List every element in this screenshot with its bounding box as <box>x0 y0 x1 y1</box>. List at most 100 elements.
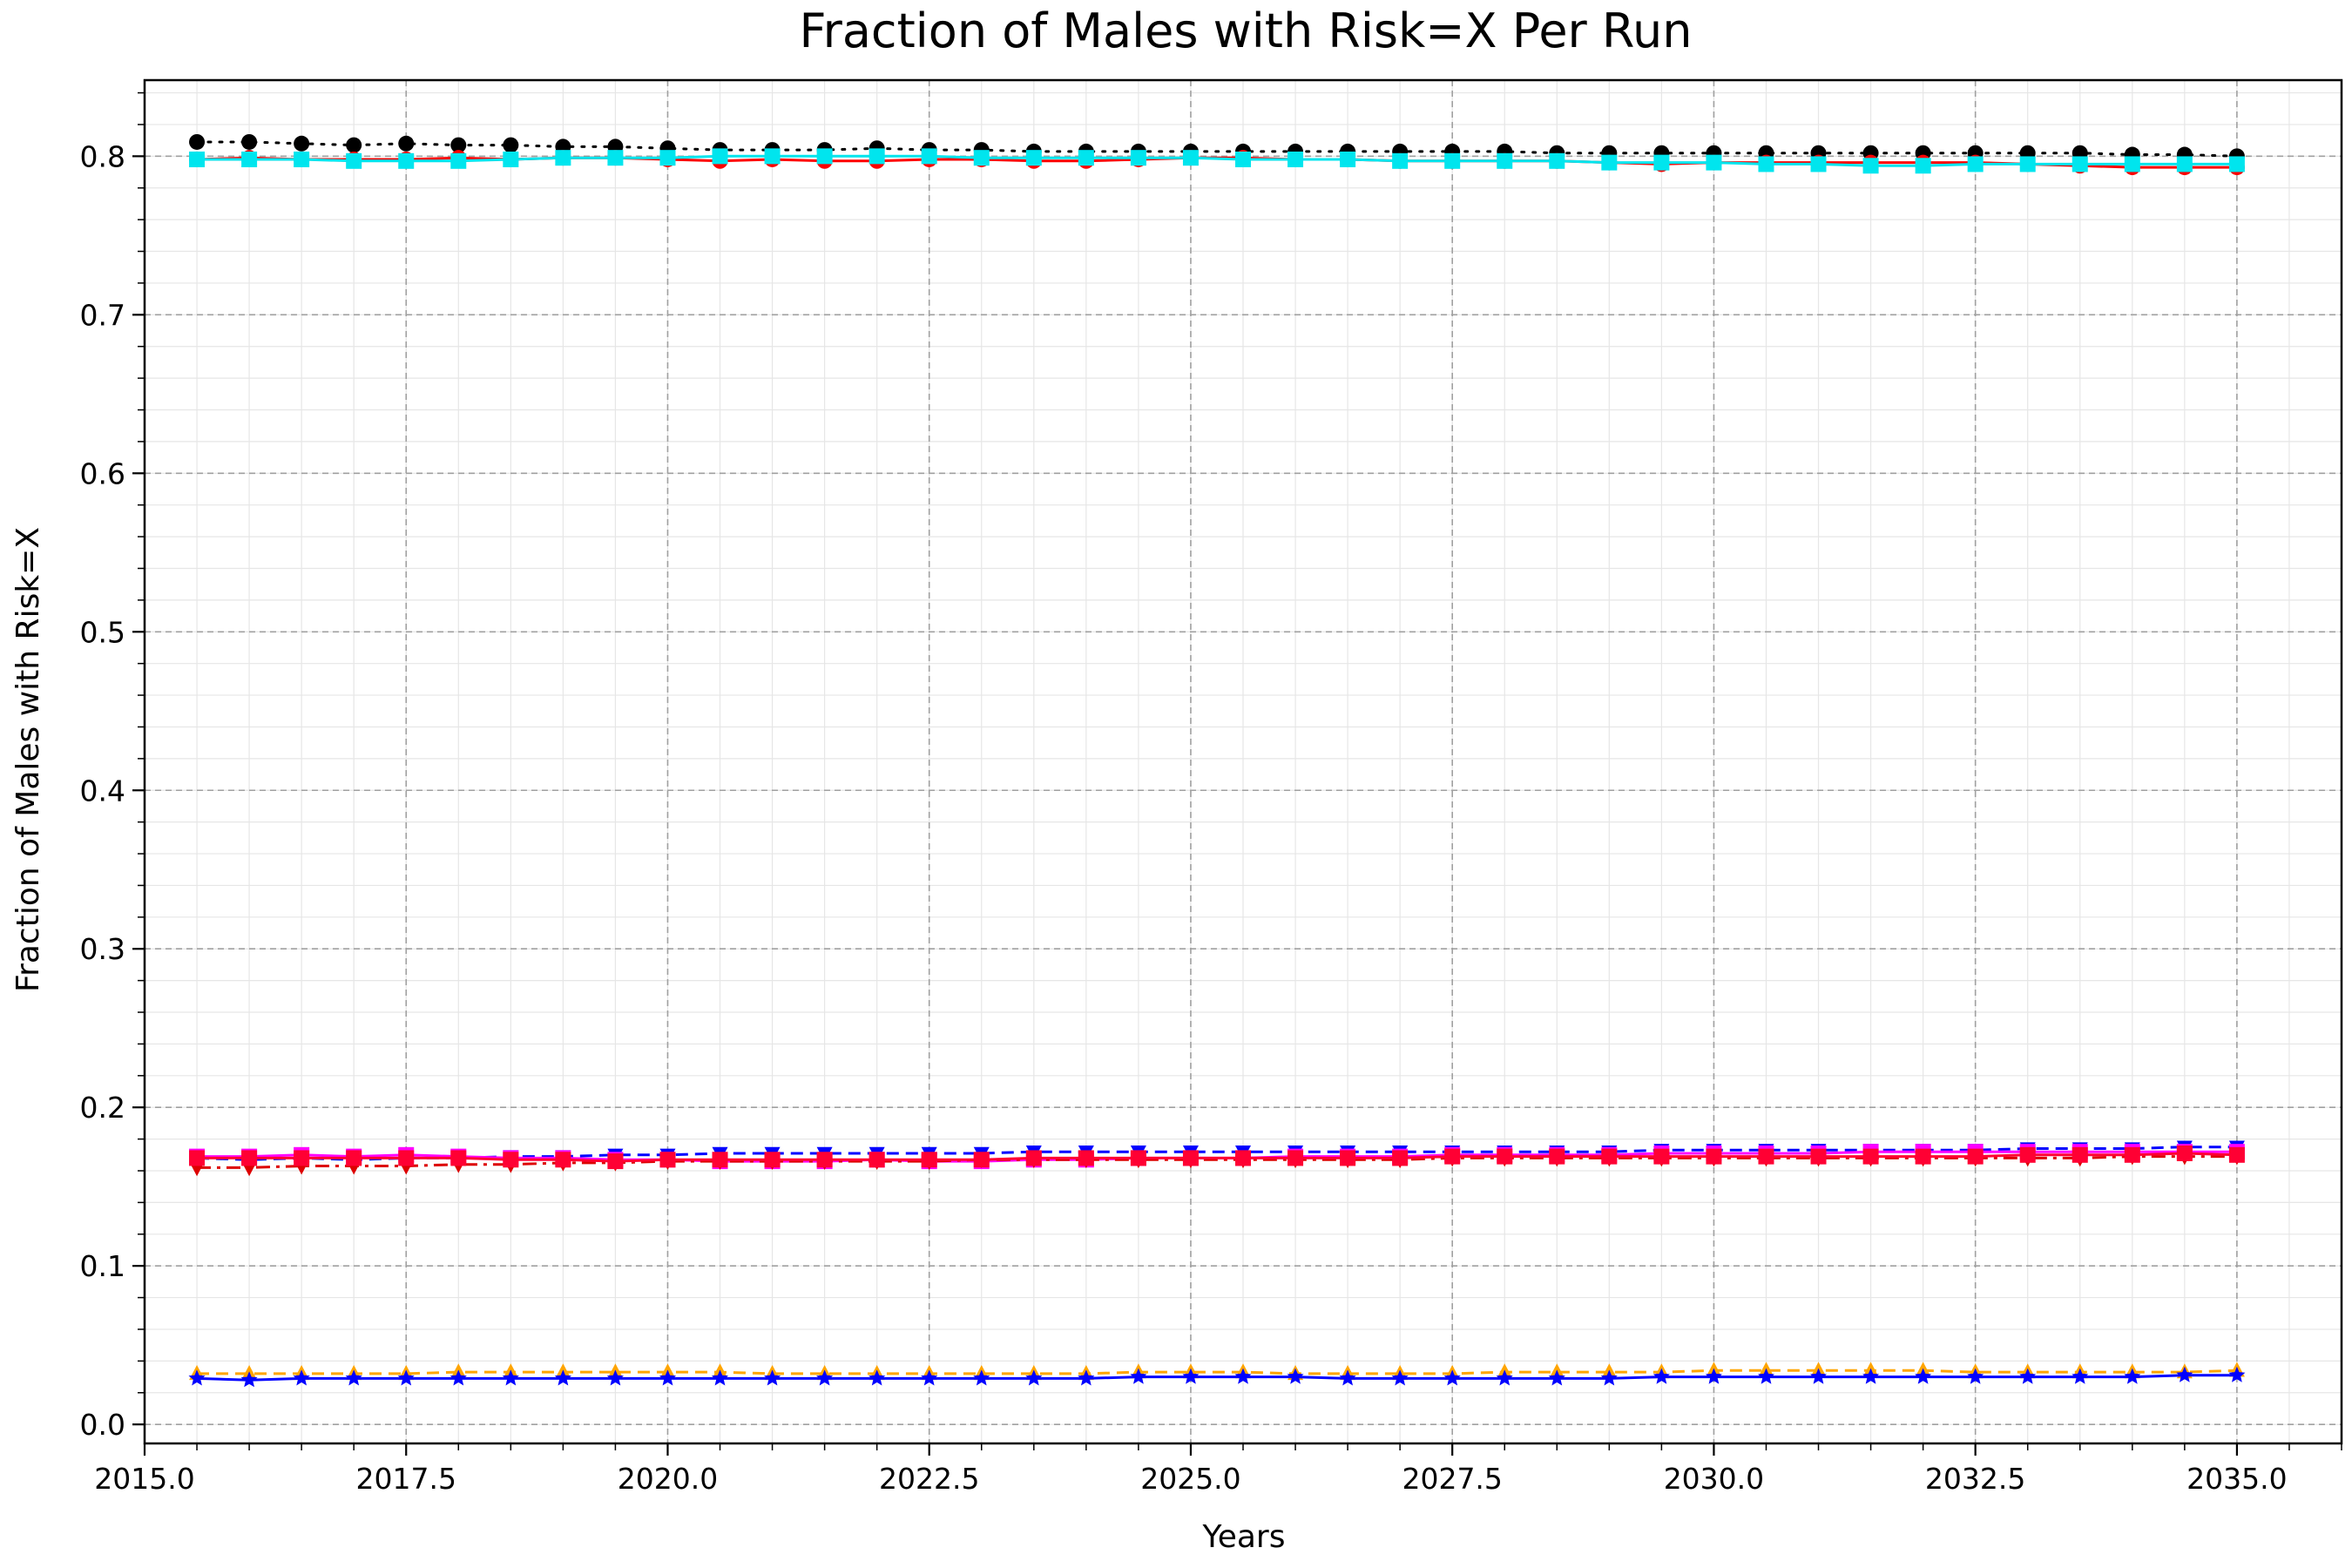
data-point <box>1810 156 1827 172</box>
data-point <box>2124 1146 2140 1163</box>
axis-ticks <box>132 91 2342 1456</box>
data-point <box>1601 1148 1618 1165</box>
x-tick-label: 2027.5 <box>1402 1462 1502 1496</box>
data-point <box>1706 154 1722 171</box>
data-point <box>503 137 519 153</box>
data-point <box>241 133 258 150</box>
data-point <box>1444 152 1461 169</box>
data-point <box>2072 156 2088 172</box>
data-point <box>1392 1150 1409 1166</box>
x-axis-label: Years <box>1202 1519 1286 1555</box>
data-point <box>397 1369 415 1386</box>
data-point <box>502 1369 519 1386</box>
data-point <box>1497 1148 1513 1165</box>
data-point <box>2019 1368 2037 1384</box>
data-point <box>450 152 467 169</box>
data-point <box>1496 1369 1513 1386</box>
data-point <box>1025 150 1042 166</box>
data-point <box>1340 1150 1356 1166</box>
data-point <box>2124 156 2140 172</box>
x-tick-label: 2035.0 <box>2186 1462 2287 1496</box>
y-tick-label: 0.2 <box>80 1091 125 1125</box>
data-point <box>1915 158 1931 174</box>
data-point <box>189 133 206 150</box>
data-point <box>1392 152 1409 169</box>
data-point <box>2228 1366 2246 1382</box>
data-point <box>1758 1368 1774 1384</box>
data-point <box>188 1369 206 1386</box>
x-tick-label: 2015.0 <box>94 1462 194 1496</box>
data-point <box>346 137 362 153</box>
y-tick-label: 0.1 <box>80 1249 125 1283</box>
data-point <box>1130 1150 1146 1166</box>
y-tick-label: 0.5 <box>80 615 125 649</box>
data-point <box>554 1369 571 1386</box>
data-point <box>1497 152 1513 169</box>
data-point <box>1287 1368 1304 1384</box>
data-point <box>294 151 310 167</box>
data-point <box>2072 1146 2088 1163</box>
data-point <box>659 1152 676 1168</box>
series-8 <box>188 1366 2246 1388</box>
data-point <box>1653 154 1670 171</box>
data-point <box>973 150 990 166</box>
data-point <box>973 1369 990 1386</box>
x-tick-label: 2030.0 <box>1664 1462 1764 1496</box>
data-point <box>1182 1150 1199 1166</box>
data-point <box>764 1369 781 1386</box>
series-line-3 <box>196 1146 2237 1161</box>
data-point <box>1862 158 1879 174</box>
data-point <box>607 1153 624 1170</box>
data-point <box>1182 150 1199 166</box>
data-point <box>921 1152 937 1168</box>
data-point <box>1235 1150 1251 1166</box>
data-point <box>2228 1146 2245 1163</box>
data-point <box>346 1150 362 1166</box>
data-point <box>1967 1368 1984 1384</box>
data-point <box>1549 152 1565 169</box>
y-tick-label: 0.8 <box>80 139 125 173</box>
data-point <box>1130 150 1146 166</box>
tick-labels: 2015.0 2017.5 2020.0 2022.5 2025.0 2027.5 2030… <box>80 139 2288 1496</box>
data-point <box>1130 1368 1147 1384</box>
data-point <box>450 1150 467 1166</box>
series-line-8 <box>196 1374 2237 1382</box>
data-point <box>241 151 258 167</box>
data-point <box>189 1150 206 1166</box>
data-point <box>1600 1369 1618 1386</box>
data-point <box>555 1152 571 1168</box>
data-point <box>1025 1150 1042 1166</box>
data-point <box>2072 1368 2089 1384</box>
data-point <box>2176 1145 2193 1161</box>
data-point <box>293 1369 310 1386</box>
series-line-0 <box>195 140 2239 158</box>
major-gridlines <box>144 80 2342 1443</box>
y-tick-label: 0.4 <box>80 774 125 808</box>
data-point <box>1444 1148 1461 1165</box>
data-point <box>241 1150 258 1166</box>
data-point <box>1653 1148 1670 1165</box>
x-tick-label: 2032.5 <box>1925 1462 2025 1496</box>
x-tick-label: 2020.0 <box>618 1462 718 1496</box>
data-point <box>712 148 728 165</box>
data-point <box>294 1150 310 1166</box>
data-point <box>1391 1369 1409 1386</box>
data-point <box>2176 156 2193 172</box>
data-point <box>816 148 833 165</box>
data-point <box>816 1152 833 1168</box>
data-point <box>1967 156 1984 172</box>
data-point <box>973 1152 990 1168</box>
data-point <box>868 1369 886 1386</box>
data-point <box>1548 1369 1565 1386</box>
data-point <box>449 1369 467 1386</box>
data-point <box>659 150 676 166</box>
data-point <box>868 148 885 165</box>
data-point <box>1078 1150 1094 1166</box>
data-point <box>2176 1366 2193 1382</box>
data-point <box>1810 1148 1827 1165</box>
data-point <box>712 1369 728 1386</box>
data-point <box>398 1150 415 1166</box>
data-point <box>1549 1148 1565 1165</box>
data-point <box>1339 1369 1356 1386</box>
data-point <box>1078 150 1094 166</box>
